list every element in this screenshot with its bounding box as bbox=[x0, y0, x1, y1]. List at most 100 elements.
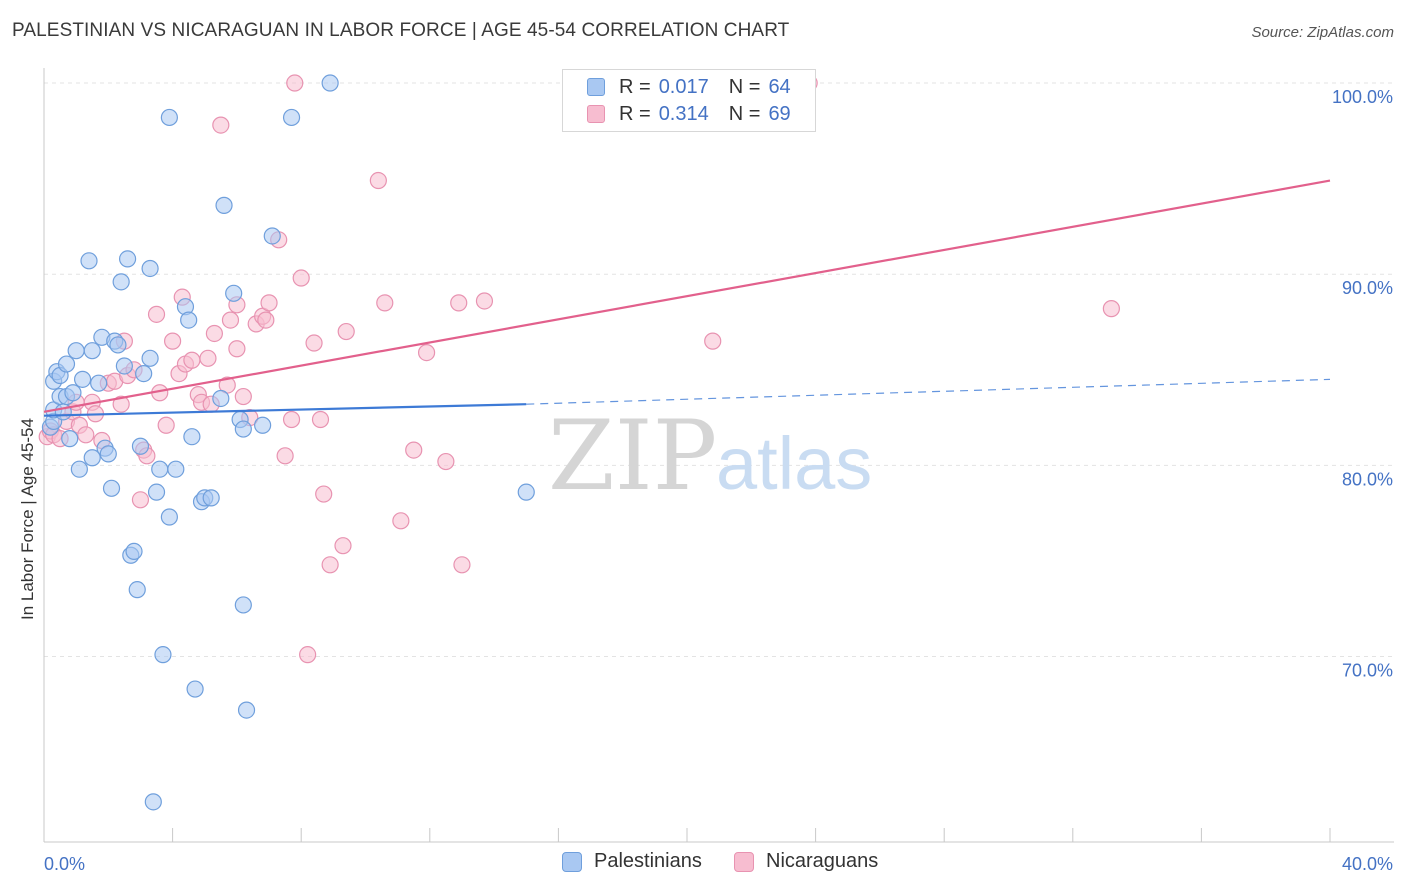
y-tick-label: 80.0% bbox=[1342, 469, 1393, 489]
palestinians-n-value: 64 bbox=[768, 75, 791, 98]
axes bbox=[43, 68, 1394, 843]
nicaraguans-n-value: 69 bbox=[768, 102, 791, 125]
y-tick-label: 70.0% bbox=[1342, 661, 1393, 681]
nicaraguan-point bbox=[475, 292, 494, 310]
palestinian-point bbox=[237, 701, 256, 719]
palestinian-point bbox=[234, 596, 252, 614]
nicaraguan-point bbox=[257, 311, 275, 329]
watermark-zip: ZIP bbox=[548, 400, 717, 512]
correlation-legend: R = 0.017 N = 64 R = 0.314 N = 69 bbox=[562, 69, 816, 132]
legend-row-nicaraguans: R = 0.314 N = 69 bbox=[587, 101, 791, 127]
nicaraguan-point bbox=[311, 410, 330, 429]
legend-item-palestinians[interactable]: Palestinians bbox=[562, 850, 702, 873]
nicaraguan-point bbox=[112, 395, 130, 413]
palestinians-n-label: N = bbox=[728, 75, 761, 98]
legend-item-nicaraguans[interactable]: Nicaraguans bbox=[734, 850, 878, 873]
palestinian-point bbox=[118, 250, 137, 268]
palestinian-point bbox=[102, 479, 121, 497]
nicaraguan-trend-line bbox=[43, 179, 1331, 413]
palestinian-point bbox=[144, 793, 162, 811]
nicaraguan-point bbox=[199, 349, 217, 367]
legend-palestinians-swatch bbox=[562, 851, 582, 872]
nicaraguan-point bbox=[286, 74, 304, 92]
nicaraguan-point bbox=[228, 340, 246, 358]
palestinian-point bbox=[73, 370, 92, 388]
nicaraguan-point bbox=[337, 322, 355, 341]
palestinian-point bbox=[282, 108, 301, 127]
palestinian-point bbox=[90, 374, 108, 392]
palestinian-point bbox=[234, 420, 252, 438]
palestinian-point bbox=[70, 460, 88, 478]
palestinians-r-label: R = bbox=[619, 75, 651, 98]
nicaraguan-point bbox=[157, 416, 175, 434]
palestinian-point bbox=[202, 489, 220, 507]
palestinian-point bbox=[186, 680, 204, 698]
palestinian-trend-line bbox=[43, 403, 527, 417]
nicaraguan-point bbox=[392, 512, 410, 530]
palestinian-point bbox=[183, 428, 201, 446]
nicaraguan-point bbox=[405, 441, 423, 459]
palestinian-point bbox=[167, 460, 185, 478]
nicaraguan-point bbox=[305, 334, 323, 352]
watermark-atlas: atlas bbox=[716, 422, 872, 505]
nicaraguan-point bbox=[334, 537, 352, 555]
nicaraguan-point bbox=[1102, 300, 1120, 318]
nicaraguan-point bbox=[453, 556, 471, 574]
palestinian-point bbox=[112, 273, 130, 291]
palestinian-point bbox=[141, 349, 159, 367]
nicaraguan-point bbox=[321, 556, 339, 574]
y-tick-label: 90.0% bbox=[1342, 278, 1393, 298]
nicaraguan-point bbox=[205, 324, 223, 343]
palestinian-point bbox=[160, 108, 178, 127]
palestinians-r-value: 0.017 bbox=[658, 75, 709, 98]
palestinian-point bbox=[147, 483, 166, 501]
nicaraguans-r-value: 0.314 bbox=[658, 102, 709, 125]
gridlines bbox=[44, 82, 1394, 658]
nicaraguan-point bbox=[183, 351, 201, 369]
nicaraguan-point bbox=[77, 426, 95, 444]
palestinian-point bbox=[125, 542, 143, 561]
nicaraguan-point bbox=[437, 452, 455, 471]
legend-nicaraguans-swatch bbox=[734, 851, 754, 872]
legend-row-palestinians: R = 0.017 N = 64 bbox=[587, 74, 791, 100]
palestinian-point bbox=[99, 445, 117, 463]
y-tick-label: 100.0% bbox=[1332, 87, 1393, 107]
nicaraguan-point bbox=[221, 311, 240, 329]
palestinian-point bbox=[131, 437, 150, 455]
palestinian-point bbox=[64, 384, 82, 402]
palestinian-point bbox=[109, 336, 127, 354]
palestinian-point bbox=[135, 365, 153, 383]
palestinian-point bbox=[151, 460, 169, 478]
palestinian-point bbox=[180, 311, 198, 329]
tick-labels: 70.0% 80.0% 90.0% 100.0% 0.0% 40.0% bbox=[44, 87, 1393, 874]
nicaraguans-r-label: R = bbox=[619, 102, 651, 125]
y-axis-label: In Labor Force | Age 45-54 bbox=[18, 418, 37, 620]
nicaraguans-swatch bbox=[587, 105, 605, 123]
nicaraguan-point bbox=[376, 294, 394, 312]
legend-palestinians-label: Palestinians bbox=[594, 850, 702, 872]
palestinian-point bbox=[212, 389, 230, 408]
palestinian-point bbox=[83, 449, 101, 467]
palestinian-point bbox=[321, 74, 339, 92]
palestinian-point bbox=[141, 259, 159, 278]
chart-title: PALESTINIAN VS NICARAGUAN IN LABOR FORCE… bbox=[12, 20, 790, 41]
x-tick-label: 0.0% bbox=[44, 854, 85, 874]
watermark: ZIP atlas bbox=[548, 400, 872, 512]
palestinian-point bbox=[67, 342, 85, 360]
nicaraguan-point bbox=[299, 646, 317, 664]
palestinian-point bbox=[83, 342, 101, 360]
legend-nicaraguans-label: Nicaraguans bbox=[766, 850, 879, 872]
nicaraguan-point bbox=[234, 387, 252, 406]
nicaraguan-point bbox=[704, 332, 722, 350]
nicaraguan-point bbox=[369, 171, 387, 190]
palestinian-point bbox=[215, 196, 233, 214]
nicaraguan-point bbox=[212, 116, 230, 134]
nicaraguan-point bbox=[276, 447, 294, 465]
palestinian-point bbox=[54, 403, 72, 421]
palestinian-point bbox=[225, 284, 243, 302]
nicaraguans-n-label: N = bbox=[728, 102, 761, 125]
palestinian-point bbox=[254, 416, 272, 434]
palestinian-point bbox=[154, 646, 172, 664]
palestinian-point bbox=[80, 252, 98, 270]
